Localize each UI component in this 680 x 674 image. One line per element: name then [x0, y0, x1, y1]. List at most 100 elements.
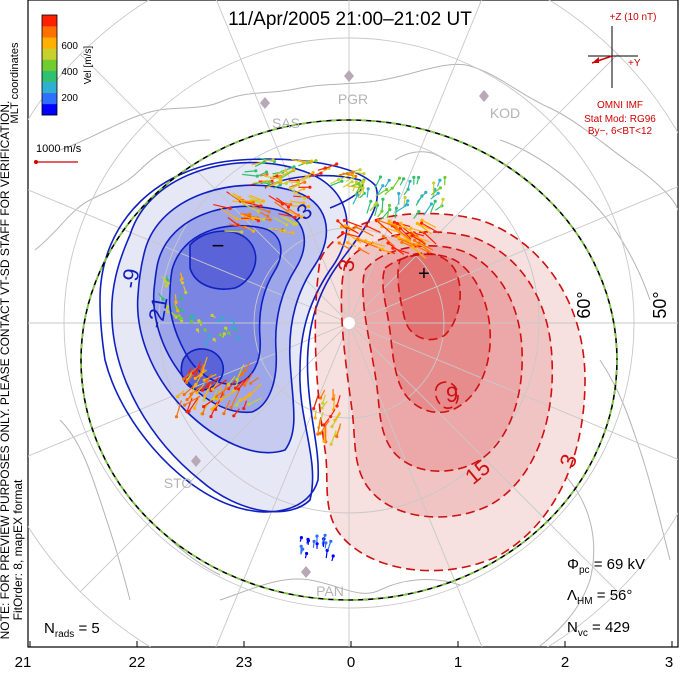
contour-label-neg21: -21 [142, 295, 172, 331]
velocity-vector [325, 550, 328, 559]
velocity-vector [220, 207, 237, 220]
mlt-tick-label: 1 [454, 654, 462, 671]
velocity-vector [286, 181, 299, 184]
velocity-vector [220, 389, 237, 401]
velocity-vector [243, 400, 248, 409]
velocity-vector [242, 173, 258, 177]
velocity-vector [291, 205, 309, 208]
mlt-tick-label: 0 [347, 654, 355, 671]
velocity-vector [381, 248, 392, 254]
velocity-vector [183, 285, 187, 293]
velocity-vector [344, 219, 363, 228]
map-statistics: Φpc = 69 kV ΛHM = 56° Nvc = 429 Nrads = … [44, 556, 645, 640]
velocity-vectors [158, 157, 447, 562]
velocity-vector [377, 210, 383, 218]
vector-origin [207, 334, 211, 338]
colorbar-label: Vel [m/s] [83, 46, 94, 85]
velocity-vector [274, 201, 289, 212]
velocity-vector [264, 175, 281, 180]
velocity-vector [291, 158, 304, 163]
velocity-vector [370, 202, 378, 211]
velocity-vector [386, 205, 391, 219]
velocity-vector [288, 187, 305, 199]
cross-polar-potential: Φpc = 69 kV [567, 556, 645, 576]
colorbar-band [42, 48, 57, 60]
velocity-vector [366, 201, 372, 214]
velocity-vector [177, 390, 185, 398]
velocity-vector [250, 377, 259, 384]
velocity-vector [366, 188, 369, 198]
velocity-vector [278, 213, 296, 218]
velocity-vector [290, 200, 304, 204]
velocity-vector [306, 539, 309, 544]
velocity-vector [215, 392, 224, 410]
velocity-vector [347, 226, 359, 235]
velocity-vector [174, 313, 182, 319]
velocity-vector [348, 169, 361, 173]
velocity-vector [254, 161, 265, 167]
velocity-vector [366, 225, 381, 233]
velocity-vector [196, 383, 205, 394]
velocity-vector [357, 238, 378, 248]
velocity-vector [251, 205, 270, 213]
velocity-vector [222, 333, 225, 338]
velocity-vector [382, 236, 395, 247]
velocity-vector [276, 197, 289, 208]
velocity-vector [299, 537, 302, 542]
velocity-vector [304, 553, 308, 559]
vector-origin [361, 180, 366, 184]
velocity-vector [317, 167, 326, 171]
radar-marker-pan [301, 566, 311, 578]
velocity-vector [398, 238, 417, 247]
velocity-vector [321, 400, 328, 409]
velocity-vector [188, 398, 199, 412]
velocity-vector [171, 311, 177, 318]
velocity-vector [330, 430, 337, 445]
velocity-vector [345, 225, 355, 231]
map-title: 11/Apr/2005 21:00–21:02 UT [228, 9, 472, 30]
radar-marker-kod [479, 90, 489, 102]
velocity-vector [376, 220, 393, 235]
velocity-vector [436, 179, 441, 187]
fit-order-note: FitOrder: 8, mapEX format [11, 479, 25, 620]
pole-marker [343, 317, 355, 329]
hm-latitude: ΛHM = 56° [567, 587, 632, 607]
radar-label-kod: KOD [490, 105, 520, 121]
velocity-vector [268, 195, 283, 205]
velocity-vector [317, 418, 321, 435]
hm-boundary-green [80, 119, 618, 601]
velocity-vector [394, 208, 397, 219]
velocity-vector [345, 176, 354, 182]
velocity-vector [229, 192, 244, 203]
colorbar-band [42, 26, 57, 38]
imf-arrowhead-icon [592, 57, 599, 63]
velocity-vector [354, 185, 361, 196]
velocity-vector [244, 170, 256, 173]
velocity-vector [414, 239, 432, 254]
velocity-vector [376, 185, 384, 196]
velocity-vector [236, 363, 245, 380]
velocity-vector [399, 178, 405, 186]
velocity-vector [387, 242, 405, 255]
mlt-axis: 21 22 23 0 1 2 3 [15, 641, 673, 671]
velocity-vector [302, 160, 312, 164]
velocity-vector [410, 227, 424, 233]
velocity-vector [407, 241, 424, 257]
velocity-vector [198, 320, 203, 327]
lat-label-50: 50° [650, 291, 670, 318]
velocity-vector [174, 303, 179, 312]
velocity-vector [204, 384, 212, 397]
velocity-vector [238, 377, 249, 390]
velocity-vector [189, 321, 192, 324]
velocity-vector [232, 380, 239, 392]
velocity-vector [206, 374, 213, 382]
velocity-vector [193, 397, 200, 409]
vector-origin [366, 187, 370, 191]
velocity-vector [189, 316, 195, 322]
velocity-vector [259, 173, 268, 177]
imf-source: OMNI IMF [597, 100, 643, 111]
velocity-vector [374, 204, 379, 217]
velocity-vector [231, 320, 236, 325]
velocity-vector [322, 394, 326, 404]
velocity-vector [245, 226, 254, 232]
